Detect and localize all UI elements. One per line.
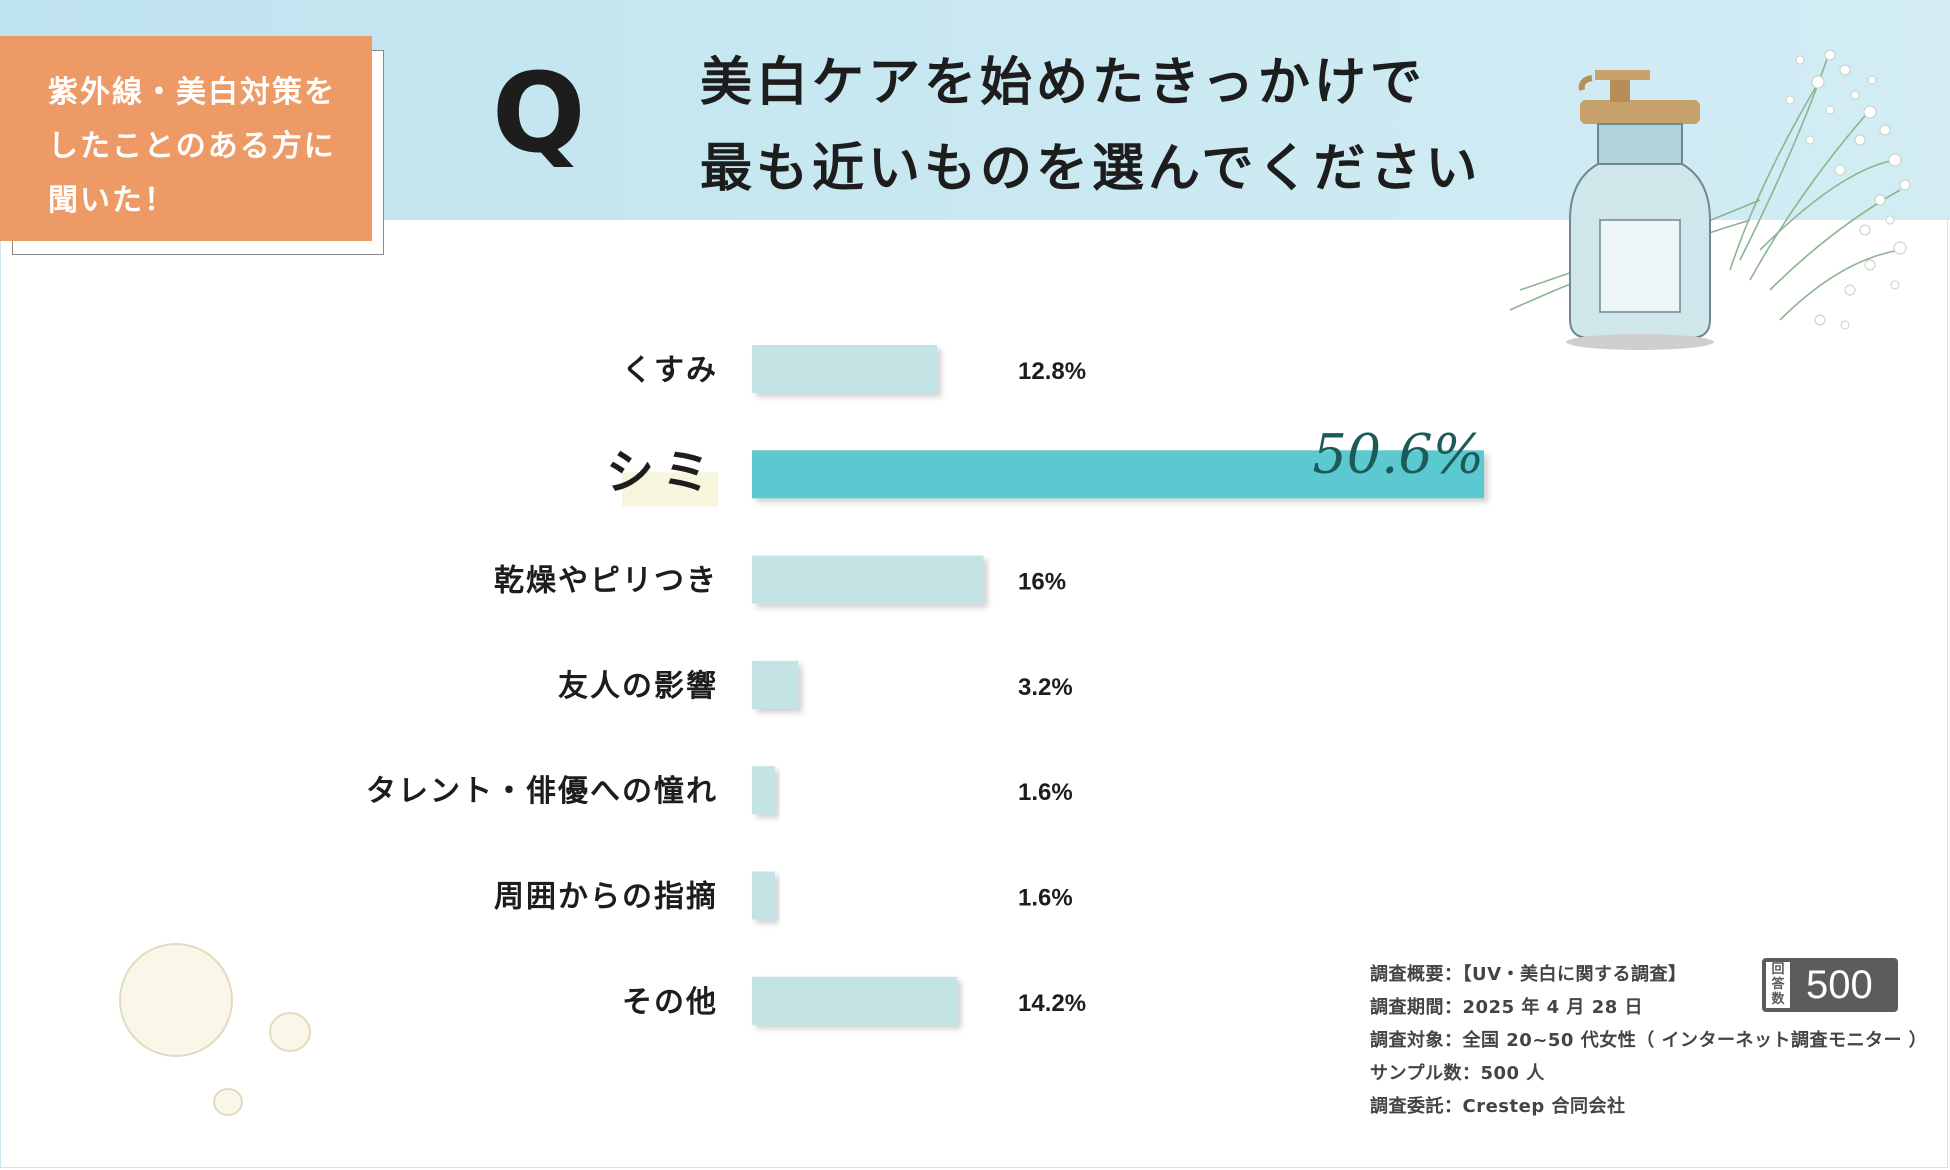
question-title: 美白ケアを始めたきっかけで 最も近いものを選んでください (700, 40, 1481, 212)
value-label: 12.8% (1018, 358, 1086, 385)
response-count-value: 500 (1806, 963, 1873, 1007)
bar (752, 871, 776, 920)
category-label: シミ (606, 444, 718, 500)
question-mark: Q (492, 49, 585, 177)
bar (752, 976, 958, 1025)
badge-line-1: 紫外線・美白対策を (48, 75, 336, 110)
value-label: 16% (1018, 569, 1066, 596)
bar (752, 555, 984, 604)
value-label: 50.6% (1312, 422, 1484, 485)
survey-notes: 調査概要：【UV・美白に関する調査】 調査期間：2025 年 4 月 28 日 … (1370, 958, 1927, 1123)
drop-medium-icon (269, 1012, 311, 1052)
bar (752, 345, 938, 393)
target-badge: 紫外線・美白対策を したことのある方に 聞いた！ (0, 36, 372, 241)
question-line-2: 最も近いものを選んでください (700, 138, 1482, 199)
bar (752, 660, 799, 709)
value-label: 1.6% (1018, 885, 1073, 912)
value-label: 1.6% (1018, 779, 1073, 806)
bar (752, 450, 1484, 499)
pump-bottle-icon (1566, 70, 1714, 350)
category-label: くすみ (622, 353, 718, 388)
category-label: 周囲からの指摘 (494, 880, 718, 915)
survey-line-2: 調査期間：2025 年 4 月 28 日 (1370, 997, 1644, 1018)
response-count-badge: 回答数 500 (1762, 958, 1898, 1012)
survey-line-1: 調査概要：【UV・美白に関する調査】 (1370, 964, 1687, 985)
bar (752, 766, 776, 815)
survey-line-5: 調査委託：Crestep 合同会社 (1370, 1096, 1626, 1117)
category-label: 友人の影響 (558, 669, 718, 704)
highlight-marker (622, 472, 718, 507)
question-line-1: 美白ケアを始めたきっかけで (700, 52, 1426, 113)
survey-line-4: サンプル数：500 人 (1370, 1063, 1545, 1084)
badge-line-2: したことのある方に (48, 129, 336, 164)
category-label: その他 (622, 985, 718, 1020)
serum-drops-illustration (119, 943, 311, 1116)
drop-small-icon (213, 1088, 243, 1116)
value-label: 14.2% (1018, 990, 1086, 1017)
category-label: 乾燥やピリつき (494, 564, 718, 599)
response-count-label: 回答数 (1766, 962, 1790, 1008)
category-label: タレント・俳優への憧れ (366, 774, 718, 809)
badge-line-3: 聞いた！ (48, 183, 176, 218)
survey-line-3: 調査対象：全国 20~50 代女性（ インターネット調査モニター ） (1370, 1030, 1928, 1051)
drop-large-icon (119, 943, 233, 1057)
value-label: 3.2% (1018, 674, 1073, 701)
bottle-illustration (1509, 49, 1911, 350)
